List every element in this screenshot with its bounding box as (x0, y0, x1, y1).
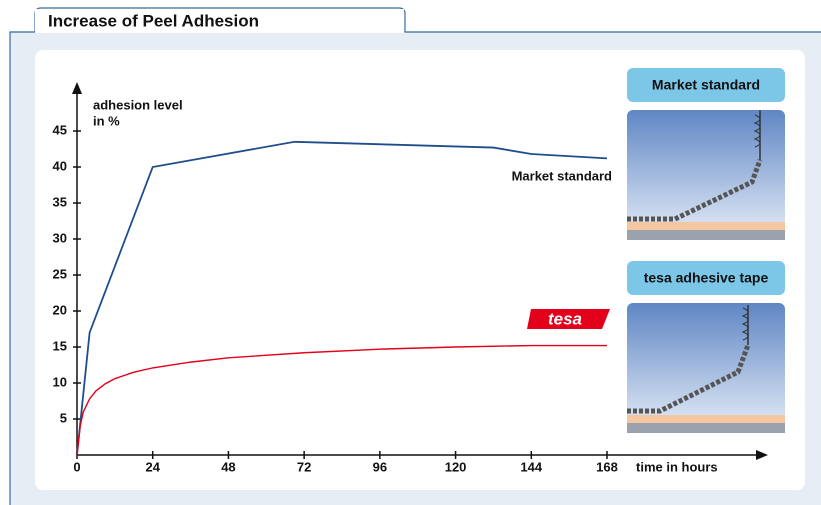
substrate (627, 230, 785, 240)
x-tick-label: 24 (145, 459, 160, 474)
y-axis-arrow (72, 82, 82, 94)
x-tick-label: 72 (297, 459, 311, 474)
x-tick-label: 96 (373, 459, 387, 474)
y-tick-label: 45 (53, 122, 67, 137)
panel-label: Market standard (652, 77, 760, 93)
spring (741, 307, 749, 341)
spring (753, 114, 761, 148)
illustration (627, 110, 785, 240)
chart-panel (35, 50, 805, 490)
illustration (627, 303, 785, 433)
series-label: tesa (548, 309, 582, 328)
x-tick-label: 120 (445, 459, 467, 474)
y-tick-label: 30 (53, 230, 67, 245)
x-tick-label: 48 (221, 459, 235, 474)
panel-badge (627, 261, 785, 295)
substrate (627, 415, 785, 423)
x-axis-arrow (756, 450, 768, 460)
y-tick-label: 20 (53, 302, 67, 317)
tab-title: Increase of Peel Adhesion (48, 11, 259, 30)
substrate (627, 222, 785, 230)
x-tick-label: 168 (596, 459, 618, 474)
y-tick-label: 35 (53, 194, 67, 209)
tape (627, 159, 763, 222)
x-tick-label: 144 (520, 459, 542, 474)
y-tick-label: 5 (60, 410, 67, 425)
illustrations: Market standard tesa adhesive tape (627, 68, 785, 433)
y-tick-label: 15 (53, 338, 67, 353)
y-tick-label: 10 (53, 374, 67, 389)
tesa-logo (527, 309, 610, 329)
x-tick-label: 0 (73, 459, 80, 474)
tape (627, 344, 751, 414)
series-line (76, 140, 608, 456)
y-axis-label: in % (93, 113, 120, 128)
tab (35, 9, 404, 33)
panel-badge (627, 68, 785, 102)
y-tick-label: 40 (53, 158, 67, 173)
panel-label: tesa adhesive tape (644, 270, 769, 286)
y-tick-label: 25 (53, 266, 67, 281)
series-line (76, 344, 607, 456)
substrate (627, 423, 785, 433)
x-axis-label: time in hours (636, 459, 718, 474)
series-label: Market standard (512, 168, 612, 183)
y-axis-label: adhesion level (93, 97, 183, 112)
